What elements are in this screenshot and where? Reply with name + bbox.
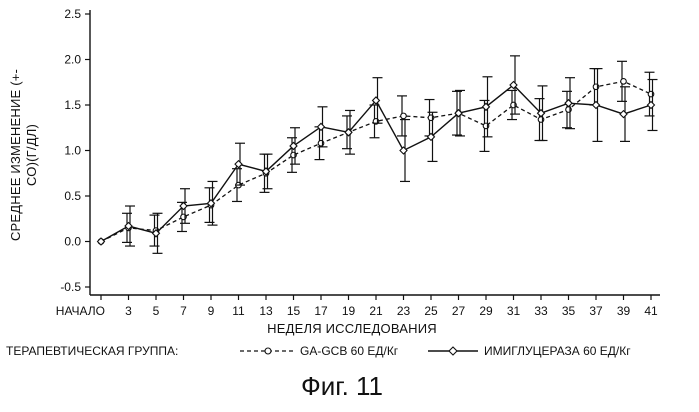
x-tick-label: 7: [180, 304, 187, 318]
data-point: [565, 100, 572, 107]
series-2: [98, 56, 658, 253]
y-ticks: 2.5 2.0 1.5 1.0 0.5 0.0 -0.5: [60, 7, 90, 294]
data-point: [98, 238, 105, 245]
legend-key-dashed: [240, 348, 296, 354]
x-tick-label: 37: [589, 304, 603, 318]
x-tick-label: 5: [153, 304, 160, 318]
legend-key-solid: [428, 347, 478, 355]
data-point: [400, 147, 407, 154]
x-tick-label: НАЧАЛО: [56, 304, 105, 318]
x-tick-label: 27: [452, 304, 466, 318]
x-tick-label: 3: [125, 304, 132, 318]
x-tick-label: 33: [534, 304, 548, 318]
x-ticks: НАЧАЛО3579111315171921232527293133353739…: [56, 295, 658, 318]
y-tick-label: 0.0: [64, 235, 81, 249]
data-point: [401, 113, 407, 119]
y-tick-label: -0.5: [60, 280, 81, 294]
legend: ТЕРАПЕВТИЧЕСКАЯ ГРУППА: GA-GCB 60 ЕД/Кг …: [6, 344, 631, 358]
x-tick-label: 9: [208, 304, 215, 318]
series-1: [98, 61, 654, 246]
y-tick-label: 1.0: [64, 144, 81, 158]
x-tick-label: 41: [644, 304, 658, 318]
x-tick-label: 11: [232, 304, 245, 318]
x-tick-label: 21: [369, 304, 383, 318]
y-tick-label: 0.5: [64, 189, 81, 203]
x-tick-label: 39: [617, 304, 631, 318]
x-tick-label: 29: [479, 304, 493, 318]
y-tick-label: 2.0: [64, 53, 81, 67]
y-axis-title-line1: СРЕДНЕЕ ИЗМЕНЕНИЕ (+-: [8, 69, 23, 241]
x-tick-label: 17: [314, 304, 328, 318]
data-point: [648, 102, 655, 109]
series-layer: [98, 56, 658, 253]
x-tick-label: 23: [397, 304, 411, 318]
x-tick-label: 31: [507, 304, 521, 318]
x-tick-label: 19: [342, 304, 356, 318]
legend-series-2-label: ИМИГЛУЦЕРАЗА 60 ЕД/Кг: [484, 344, 631, 358]
data-point: [621, 79, 627, 85]
legend-diamond-marker: [449, 347, 457, 355]
figure-caption: Фиг. 11: [301, 371, 383, 401]
x-tick-label: 13: [259, 304, 273, 318]
x-tick-label: 35: [562, 304, 576, 318]
data-point: [593, 102, 600, 109]
legend-circle-marker: [265, 348, 271, 354]
legend-prefix: ТЕРАПЕВТИЧЕСКАЯ ГРУППА:: [6, 344, 178, 358]
y-tick-label: 1.5: [64, 98, 81, 112]
data-point: [620, 111, 627, 118]
y-axis-title-line2: СО)(Г/ДЛ): [24, 124, 39, 186]
x-tick-label: 15: [287, 304, 301, 318]
x-axis-title: НЕДЕЛЯ ИССЛЕДОВАНИЯ: [267, 321, 437, 336]
y-tick-label: 2.5: [64, 7, 81, 21]
legend-series-1-label: GA-GCB 60 ЕД/Кг: [300, 344, 399, 358]
x-tick-label: 25: [424, 304, 438, 318]
